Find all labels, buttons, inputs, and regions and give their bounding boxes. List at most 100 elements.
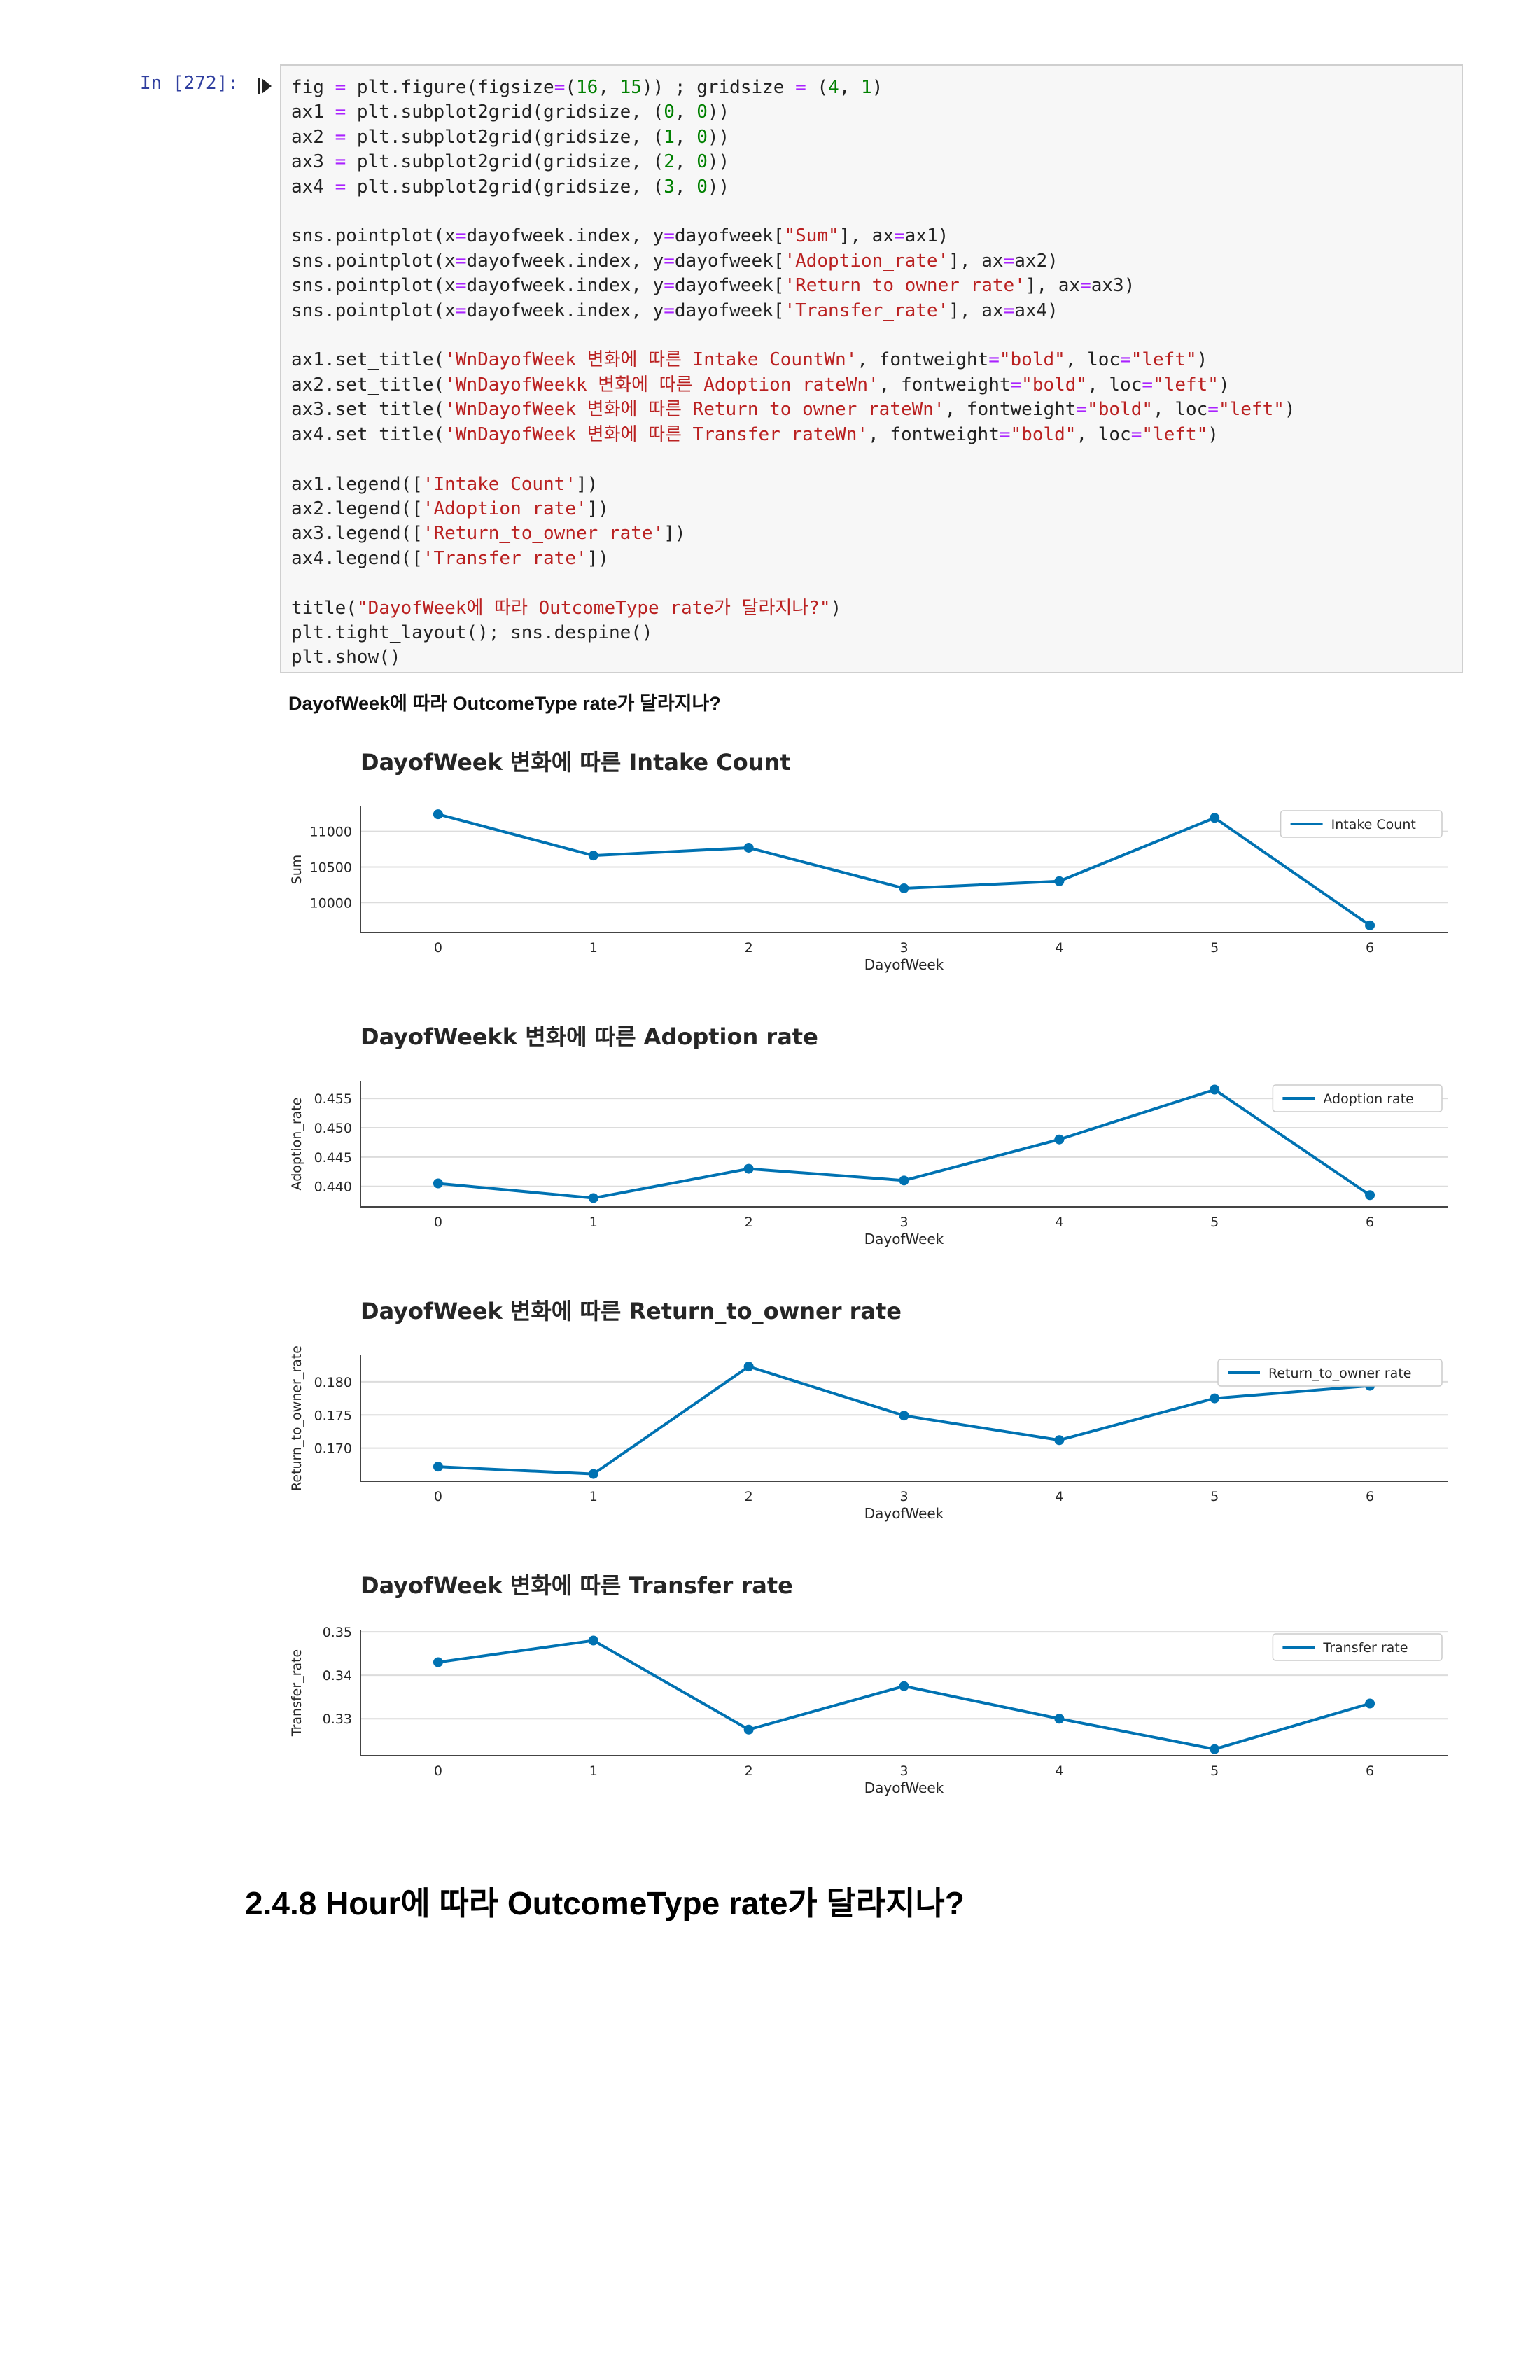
code-token: 1 [861,77,872,98]
code-token: ax4.set_title( [291,424,445,445]
x-tick-label: 3 [899,1489,908,1504]
data-point [899,1410,909,1421]
data-point [1365,1190,1376,1200]
code-token: = [1003,300,1015,321]
data-point [433,1462,443,1472]
chart-figure: DayofWeek 변화에 따른 Intake Count10000105001… [289,749,1448,1796]
x-tick-label: 5 [1210,1489,1219,1504]
data-point [1054,1134,1065,1144]
series-line [438,1639,1371,1751]
code-token: ax4 [291,176,335,197]
code-token: dayofweek.index, y [466,250,664,272]
code-token: ax2.legend([ [291,498,423,519]
figure: DayofWeek 변화에 따른 Intake Count 10000 10500 1… [280,728,1470,1837]
code-token: "bold" [999,349,1065,371]
code-line: plt.show() [291,647,401,668]
code-token: plt.subplot2grid(gridsize, ( [346,176,664,197]
run-cell-icon[interactable] [258,77,273,95]
x-tick-label: 0 [434,1763,442,1779]
code-token: "bold" [1010,424,1077,445]
x-tick-label: 6 [1366,940,1374,955]
code-token: = [1003,250,1015,272]
code-token: = [894,225,905,247]
code-token: 3 [664,176,675,197]
x-tick-label: 5 [1210,940,1219,955]
code-token: = [455,225,467,247]
code-line: ax4 = plt.subplot2grid(gridsize, (3, 0)) [291,176,729,197]
y-tick-label: 0.180 [314,1375,352,1390]
code-line: ax3 = plt.subplot2grid(gridsize, (2, 0)) [291,151,729,172]
code-token: plt.show() [291,647,401,668]
data-point [588,1469,598,1479]
code-token: 16 [576,77,598,98]
data-point [1054,876,1065,886]
code-token: 0 [696,151,708,173]
code-token: , [674,176,697,197]
code-token: 'WnDayofWeek 변화에 따른 Intake CountWn' [444,349,858,371]
code-token: )) [707,126,730,148]
code-token: "left" [1218,399,1284,421]
y-axis-label: Return_to_owner_rate [289,1345,304,1491]
data-point [433,1178,443,1189]
code-editor[interactable]: fig = plt.figure(figsize=(16, 15)) ; gri… [291,76,1296,671]
code-token: = [554,77,566,98]
code-line: ax1 = plt.subplot2grid(gridsize, (0, 0)) [291,102,729,122]
y-tick-label: 0.440 [314,1180,352,1195]
code-token: ], ax [1025,275,1081,297]
subplot-1: DayofWeek 변화에 따른 Intake Count 10000 10500 1… [289,749,1448,973]
code-token: 'Return_to_owner_rate' [784,275,1026,297]
x-tick-label: 4 [1055,1763,1063,1779]
code-token: 'Adoption_rate' [784,250,949,272]
x-tick-label: 4 [1055,1214,1063,1230]
code-token: , loc [1153,399,1208,421]
output-title: DayofWeek에 따라 OutcomeType rate가 달라지나? [288,693,721,714]
code-line: ax3.set_title('WnDayofWeek 변화에 따른 Return… [291,399,1296,420]
code-token: 1 [664,126,675,148]
y-tick-label: 11000 [310,825,352,840]
data-point [1054,1435,1065,1446]
code-token: plt.subplot2grid(gridsize, ( [346,102,664,123]
code-token: ]) [587,547,609,569]
y-tick-label: 0.455 [314,1091,352,1107]
code-token: sns.pointplot(x [291,250,456,272]
code-token: "left" [1130,349,1197,371]
y-tick-label: 0.35 [323,1625,352,1640]
code-token: dayofweek[ [674,300,785,321]
code-line: ax3.legend(['Return_to_owner rate']) [291,523,686,544]
y-tick-label: 10000 [310,895,352,911]
cell-prompt: In [272]: [140,73,239,94]
code-token: ) [872,77,883,98]
legend [1272,1084,1443,1112]
code-cell[interactable]: fig = plt.figure(figsize=(16, 15)) ; gri… [280,64,1463,673]
y-axis-label: Adoption_rate [289,1098,304,1191]
code-token: sns.pointplot(x [291,225,456,247]
code-token: = [1208,399,1219,421]
data-point [588,1193,598,1203]
code-token: 'Transfer rate' [422,547,587,569]
code-token: 'WnDayofWeekk 변화에 따른 Adoption rateWn' [444,374,879,396]
code-token: 4 [828,77,839,98]
code-token: )) [707,151,730,173]
code-token: ax1.legend([ [291,473,423,495]
code-token: , [674,151,697,173]
code-token: , fontweight [944,399,1077,421]
legend-label: Adoption rate [1323,1091,1413,1107]
code-token: ( [806,77,829,98]
x-tick-label: 2 [745,1489,753,1504]
code-line: ax2.legend(['Adoption rate']) [291,498,609,519]
subplot-2: DayofWeekk 변화에 따른 Adoption rate 0.440 0.44… [289,1023,1448,1247]
code-token: ax1.set_title( [291,349,445,371]
code-token: ( [565,77,577,98]
code-line: fig = plt.figure(figsize=(16, 15)) ; gri… [291,77,883,98]
code-token: plt.subplot2grid(gridsize, ( [346,126,664,148]
x-tick-label: 5 [1210,1763,1219,1779]
code-token: 0 [696,102,708,123]
chart-title: DayofWeek 변화에 따른 Transfer rate [360,1572,793,1599]
y-tick-label: 0.445 [314,1150,352,1166]
x-axis-label: DayofWeek [864,1231,944,1247]
code-token: , fontweight [878,374,1011,396]
x-tick-label: 1 [589,1489,598,1504]
code-token: ax4) [1014,300,1058,321]
legend [1217,1359,1443,1387]
data-point [899,883,909,893]
